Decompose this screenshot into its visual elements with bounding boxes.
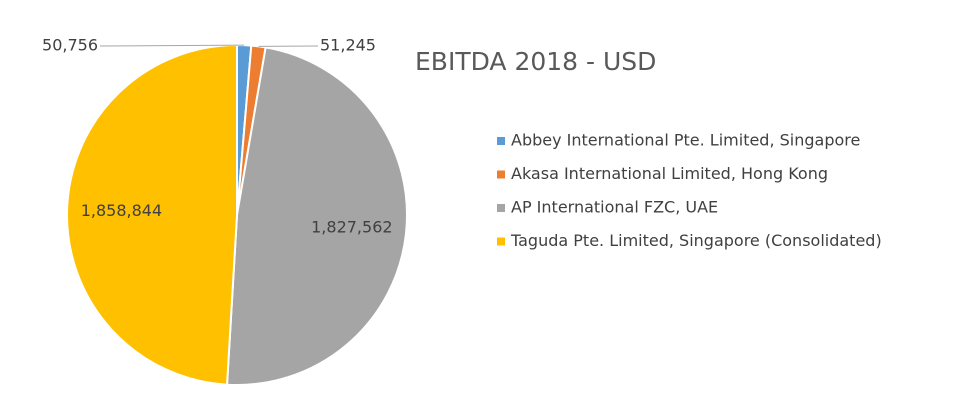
- data-label: 1,858,844: [81, 201, 162, 220]
- legend-label: Akasa International Limited, Hong Kong: [511, 164, 828, 183]
- legend-label: Abbey International Pte. Limited, Singap…: [511, 131, 860, 150]
- pie-slice: [65, 43, 238, 386]
- legend-marker: [497, 137, 505, 145]
- legend-marker: [497, 204, 505, 212]
- data-label: 50,756: [42, 36, 98, 55]
- data-label: 1,827,562: [311, 218, 392, 237]
- legend-label: AP International FZC, UAE: [511, 198, 718, 217]
- legend-marker: [497, 237, 505, 246]
- leader-line: [99, 44, 245, 47]
- pie-slice: [225, 46, 408, 386]
- legend-marker: [497, 170, 505, 179]
- chart-title: EBITDA 2018 - USD: [415, 47, 656, 76]
- legend-label: Taguda Pte. Limited, Singapore (Consolid…: [510, 231, 882, 250]
- data-label: 51,245: [320, 36, 376, 55]
